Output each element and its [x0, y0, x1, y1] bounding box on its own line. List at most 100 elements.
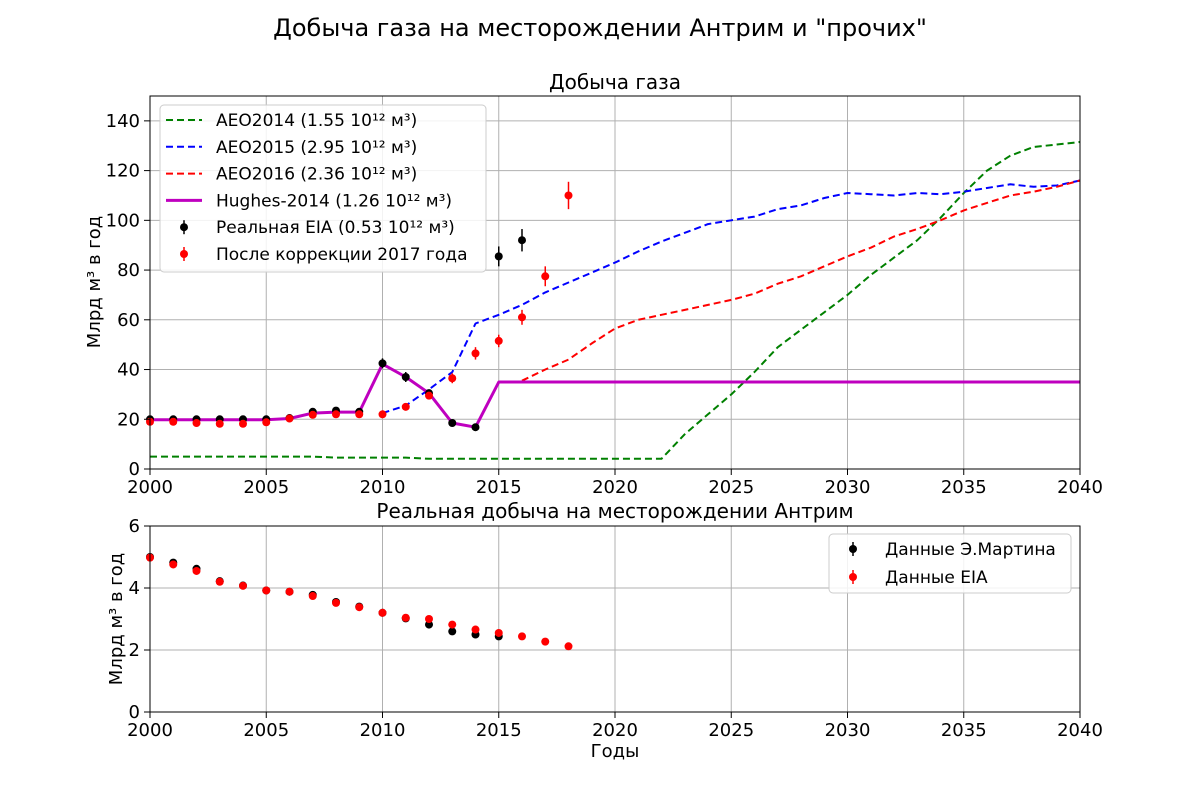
y-tick-label-120: 120 — [106, 161, 140, 182]
eia-data-point-2009 — [355, 603, 364, 612]
y-tick-label-4: 4 — [129, 578, 140, 599]
corrected-2017-point-2017 — [541, 272, 550, 281]
legend-point-marker — [849, 545, 857, 553]
top-legend-entry-aeo2014: AEO2014 (1.55 10¹² м³) — [166, 111, 417, 131]
legend-label: AEO2015 (2.95 10¹² м³) — [216, 138, 417, 158]
eia-real-point-2010 — [378, 359, 387, 368]
x-tick-label-2010: 2010 — [360, 720, 406, 741]
bottom-legend-box — [828, 533, 1072, 594]
corrected-2017-point-2012 — [425, 391, 433, 400]
eia-data-point-2017 — [541, 637, 550, 646]
eia-data-point-2012 — [425, 615, 433, 623]
bottom-x-axis-label: Годы — [591, 741, 640, 762]
y-tick-label-40: 40 — [117, 360, 140, 381]
corrected-2017-point-2007 — [308, 410, 317, 419]
x-tick-label-2015: 2015 — [476, 720, 522, 741]
corrected-2017-point-2016 — [518, 313, 526, 322]
eia-real-point-2013 — [448, 418, 457, 427]
eia-data-point-2013 — [448, 620, 457, 629]
x-tick-label-2015: 2015 — [476, 477, 522, 498]
eia-data-point-2010 — [378, 608, 387, 617]
y-tick-label-20: 20 — [117, 409, 140, 430]
y-tick-label-2: 2 — [129, 640, 140, 661]
eia-real-point-2016 — [518, 236, 526, 245]
bottom-legend: Данные Э.Мартина Данные EIA — [828, 533, 1072, 594]
legend-label: Реальная EIA (0.53 10¹² м³) — [216, 218, 455, 238]
eia-data-point-2001 — [169, 560, 178, 569]
top-legend-box — [159, 104, 487, 273]
corrected-2017-point-2005 — [262, 418, 271, 427]
eia-data-point-2014 — [471, 625, 480, 634]
top-legend: AEO2014 (1.55 10¹² м³) AEO2015 (2.95 10¹²… — [159, 104, 487, 273]
top-chart-panel: 2000 2005 2010 2015 2020 2025 2030 2035 2040 020… — [84, 70, 1103, 498]
corrected-2017-point-2001 — [169, 417, 178, 426]
x-tick-label-2000: 2000 — [127, 477, 173, 498]
top-legend-entry-corrected-2017: После коррекции 2017 года — [180, 245, 467, 265]
x-tick-label-2030: 2030 — [825, 720, 871, 741]
eia-data-point-2004 — [239, 581, 247, 590]
bottom-chart-title: Реальная добыча на месторождении Антрим — [376, 499, 853, 523]
eia-data-point-2005 — [262, 586, 271, 595]
legend-label: После коррекции 2017 года — [216, 245, 467, 265]
top-legend-entry-hughes-2014: Hughes-2014 (1.26 10¹² м³) — [166, 191, 452, 211]
top-series-layer — [146, 141, 1081, 460]
corrected-2017-point-2014 — [471, 349, 480, 358]
legend-label: AEO2016 (2.36 10¹² м³) — [216, 165, 417, 185]
x-tick-label-2010: 2010 — [360, 477, 406, 498]
eia-data-point-2015 — [494, 628, 503, 637]
corrected-2017-point-2011 — [401, 402, 410, 411]
legend-point-marker — [849, 573, 857, 581]
x-tick-label-2025: 2025 — [708, 477, 754, 498]
top-y-axis-label: Млрд м³ в год — [84, 216, 105, 348]
bottom-legend-entry-martin-data: Данные Э.Мартина — [849, 540, 1056, 560]
corrected-2017-point-2013 — [448, 374, 457, 383]
x-tick-label-2030: 2030 — [825, 477, 871, 498]
eia-data-point-2011 — [401, 613, 410, 622]
legend-point-marker — [180, 223, 188, 232]
bottom-chart-panel: 2000 2005 2010 2015 2020 2025 2030 2035 2040 0 2 4… — [106, 499, 1103, 762]
top-chart-title: Добыча газа — [549, 70, 681, 94]
bottom-x-axis: 2000 2005 2010 2015 2020 2025 2030 2035 2040 — [127, 712, 1103, 741]
legend-label: AEO2014 (1.55 10¹² м³) — [216, 111, 417, 131]
y-tick-label-100: 100 — [106, 210, 140, 231]
aeo2016-line — [521, 179, 1081, 382]
x-tick-label-2000: 2000 — [127, 720, 173, 741]
x-tick-label-2005: 2005 — [243, 720, 289, 741]
y-tick-label-6: 6 — [129, 516, 140, 537]
bottom-legend-entry-eia-data: Данные EIA — [849, 568, 988, 588]
eia-real-point-2014 — [471, 423, 480, 432]
bottom-y-axis: 0 2 4 6 — [129, 516, 150, 723]
x-tick-label-2040: 2040 — [1057, 720, 1103, 741]
corrected-2017-point-2003 — [215, 419, 224, 428]
eia-real-point-2015 — [494, 252, 503, 261]
legend-point-marker — [180, 250, 188, 258]
corrected-2017-point-2010 — [378, 410, 387, 419]
legend-label: Данные Э.Мартина — [885, 540, 1056, 560]
aeo2015-line — [382, 179, 1081, 415]
corrected-2017-point-2002 — [192, 418, 201, 427]
corrected-2017-point-2008 — [332, 410, 340, 419]
x-tick-label-2040: 2040 — [1057, 477, 1103, 498]
eia-data-point-2018 — [564, 642, 573, 651]
top-legend-entry-aeo2015: AEO2015 (2.95 10¹² м³) — [166, 138, 417, 158]
figure-suptitle: Добыча газа на месторождении Антрим и "п… — [273, 14, 927, 42]
x-tick-label-2020: 2020 — [592, 720, 638, 741]
x-tick-label-2020: 2020 — [592, 477, 638, 498]
legend-label: Данные EIA — [885, 568, 988, 588]
top-y-axis: 0 20 40 60 80 100 120 140 — [106, 111, 150, 480]
corrected-2017-point-2009 — [355, 410, 364, 419]
x-tick-label-2025: 2025 — [708, 720, 754, 741]
bottom-y-axis-label: Млрд м³ в год — [106, 553, 127, 685]
eia-data-point-2006 — [285, 587, 294, 596]
eia-data-point-2016 — [518, 632, 526, 641]
corrected-2017-point-2006 — [285, 414, 294, 423]
y-tick-label-80: 80 — [117, 260, 140, 281]
x-tick-label-2035: 2035 — [941, 720, 987, 741]
martin-data-point-2013 — [448, 627, 457, 636]
corrected-2017-point-2004 — [239, 419, 247, 428]
y-tick-label-140: 140 — [106, 111, 140, 132]
corrected-2017-point-2015 — [494, 336, 503, 345]
x-tick-label-2035: 2035 — [941, 477, 987, 498]
top-x-axis: 2000 2005 2010 2015 2020 2025 2030 2035 2040 — [127, 469, 1103, 498]
